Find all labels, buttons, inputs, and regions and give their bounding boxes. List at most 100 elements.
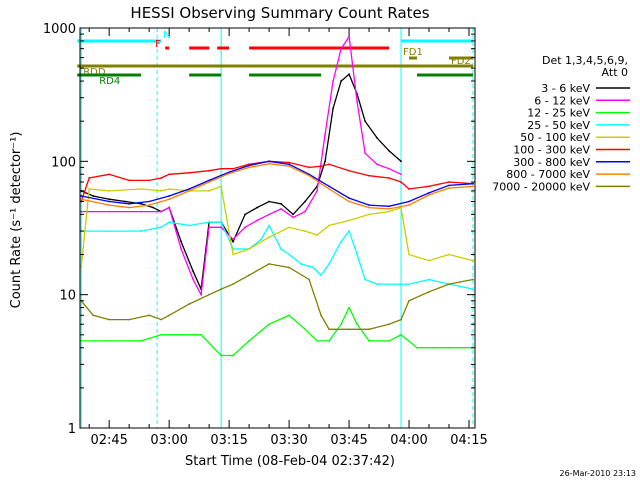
data-point	[328, 224, 330, 227]
chart-title: HESSI Observing Summary Count Rates	[130, 4, 429, 22]
data-point	[152, 206, 155, 209]
y-tick-label: 1	[68, 422, 76, 437]
data-point	[168, 195, 171, 197]
data-point	[140, 202, 143, 205]
data-point	[268, 162, 271, 165]
data-point	[108, 190, 111, 192]
data-point	[148, 204, 151, 206]
legend-entry-label: 3 - 6 keV	[541, 82, 590, 95]
y-tick-label: 1000	[43, 22, 76, 37]
data-point	[192, 278, 195, 281]
data-point	[228, 171, 231, 174]
data-point	[376, 163, 378, 166]
legend-title-line: Att 0	[602, 66, 628, 79]
data-point	[388, 283, 390, 286]
data-point	[432, 346, 434, 349]
data-point	[428, 290, 430, 293]
data-point	[180, 240, 183, 243]
data-point	[160, 190, 163, 192]
data-point	[168, 188, 171, 190]
data-point	[108, 204, 111, 206]
legend-entry-label: 800 - 7000 keV	[506, 168, 590, 181]
legend-entry-label: 300 - 800 keV	[513, 156, 590, 169]
data-point	[128, 179, 131, 182]
data-point	[316, 340, 318, 342]
data-point	[428, 191, 430, 194]
data-point	[312, 266, 314, 269]
data-point	[288, 266, 290, 269]
data-point	[340, 80, 342, 82]
data-point	[364, 120, 366, 123]
legend-entry-label: 12 - 25 keV	[527, 107, 590, 120]
data-point	[188, 171, 191, 174]
data-point	[268, 236, 271, 239]
data-point	[388, 323, 390, 326]
data-point	[88, 177, 91, 179]
data-point	[232, 354, 235, 357]
series-line-3-6-kev	[80, 73, 402, 292]
data-point	[364, 152, 366, 155]
data-point	[188, 303, 191, 305]
data-point	[200, 333, 203, 336]
data-point	[388, 149, 390, 152]
legend-title-line: Det 1,3,4,5,6,9,	[542, 54, 628, 67]
data-point	[192, 270, 195, 273]
data-point	[128, 206, 131, 209]
series-layer	[80, 34, 474, 357]
x-axis-label: Start Time (08-Feb-04 02:37:42)	[185, 454, 395, 469]
data-point	[320, 314, 322, 317]
data-point	[92, 314, 95, 317]
data-point	[328, 188, 330, 190]
legend-entry-label: 7000 - 20000 keV	[492, 180, 590, 193]
data-point	[316, 190, 318, 192]
data-point	[328, 263, 330, 265]
data-point	[288, 226, 290, 229]
x-tick-label: 03:15	[210, 433, 247, 448]
data-point	[300, 263, 302, 265]
data-point	[128, 318, 131, 321]
data-point	[408, 204, 410, 206]
data-point	[288, 165, 290, 168]
data-point	[376, 283, 378, 286]
data-point	[140, 188, 143, 190]
series-line-800-7000-kev	[81, 163, 474, 210]
data-point	[168, 221, 171, 224]
data-point	[332, 80, 334, 82]
data-point	[400, 160, 402, 163]
data-point	[308, 174, 310, 177]
data-point	[400, 333, 402, 336]
data-point	[340, 47, 342, 50]
data-point	[208, 190, 211, 192]
data-point	[316, 234, 318, 236]
data-point	[128, 202, 131, 205]
data-point	[220, 185, 223, 188]
data-point	[148, 314, 151, 317]
data-point	[340, 323, 342, 326]
data-point	[168, 206, 171, 209]
data-point	[448, 187, 450, 189]
data-point	[244, 213, 247, 216]
data-point	[180, 248, 183, 250]
data-point	[160, 333, 163, 336]
flag-label-rd4: RD4	[99, 76, 120, 87]
data-point	[356, 323, 358, 326]
data-point	[220, 167, 223, 170]
data-point	[320, 274, 322, 277]
x-tick-label: 04:15	[450, 433, 487, 448]
data-point	[220, 226, 223, 229]
data-point	[348, 73, 350, 76]
data-point	[388, 210, 390, 213]
data-point	[308, 278, 310, 281]
data-point	[400, 283, 402, 286]
data-point	[288, 314, 290, 317]
data-point	[348, 306, 350, 309]
data-point	[232, 167, 235, 170]
data-point	[400, 318, 402, 321]
data-point	[340, 240, 342, 243]
data-point	[428, 185, 430, 188]
y-tick-label: 10	[59, 289, 76, 304]
data-point	[408, 200, 410, 203]
data-point	[256, 219, 259, 222]
